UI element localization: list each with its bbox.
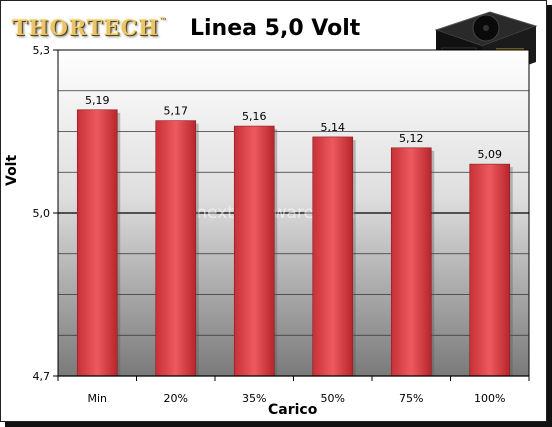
bar	[469, 163, 511, 377]
plot-area: nexthardware.com4,75,05,35,19Min5,1720%5…	[33, 44, 530, 405]
data-label: 5,09	[478, 148, 503, 161]
y-axis-label: Volt	[4, 154, 20, 186]
y-tick-label: 5,3	[33, 44, 51, 57]
x-tick-label: 100%	[474, 392, 505, 405]
x-tick-label: 50%	[321, 392, 345, 405]
data-label: 5,17	[164, 105, 189, 118]
brand-logo: THORTECH™	[12, 15, 167, 40]
bar	[155, 120, 197, 377]
bar	[233, 125, 275, 377]
x-tick-label: Min	[87, 392, 107, 405]
logo-text: THORTECH	[12, 15, 160, 40]
data-label: 5,16	[242, 110, 267, 123]
data-label: 5,19	[85, 94, 110, 107]
x-tick-label: 75%	[399, 392, 423, 405]
x-axis-label: Carico	[268, 402, 318, 418]
logo-trademark: ™	[159, 15, 168, 24]
y-tick-label: 5,0	[33, 207, 51, 220]
bar	[312, 136, 354, 377]
bar	[76, 109, 118, 377]
chart-title: Linea 5,0 Volt	[190, 16, 361, 41]
bar	[390, 147, 432, 377]
y-tick-label: 4,7	[33, 370, 51, 383]
data-label: 5,14	[321, 121, 346, 134]
x-tick-label: 35%	[242, 392, 266, 405]
x-tick-label: 20%	[164, 392, 188, 405]
data-label: 5,12	[399, 132, 424, 145]
